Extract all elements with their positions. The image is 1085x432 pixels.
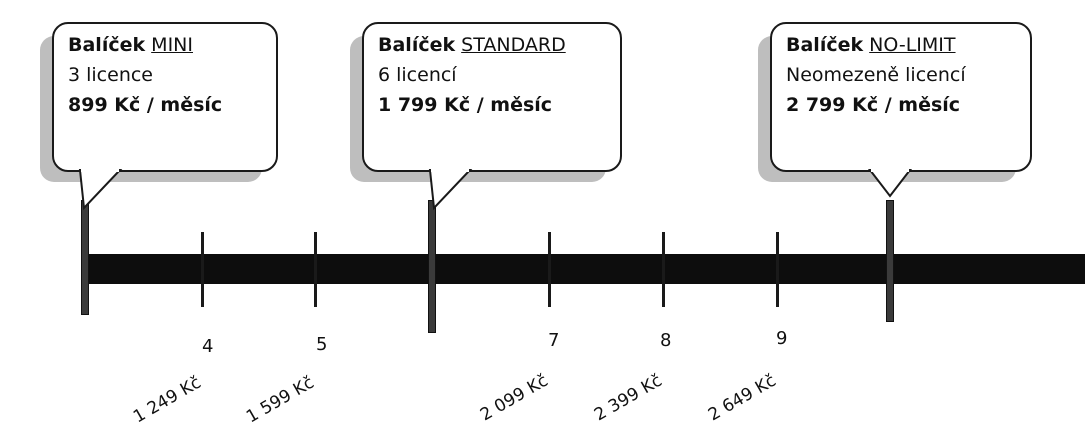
tick-5 [314,232,317,307]
bubble-tail-mini [78,168,123,211]
tick-price-9: 2 649 Kč [705,370,780,426]
package-licenses-no-limit: Neomezeně licencí [786,64,966,86]
tick-count-8: 8 [660,330,672,351]
tick-count-4: 4 [202,336,214,357]
package-title-mini: Balíček MINI [68,30,264,60]
tick-price-4: 1 249 Kč [130,372,205,428]
package-prefix: Balíček [68,34,146,56]
package-licenses-standard: 6 licencí [378,64,457,86]
tick-count-5: 5 [316,334,328,355]
tick-7 [548,232,551,307]
timeline-axis [85,254,1085,284]
pillar-standard [428,200,436,333]
package-title-standard: Balíček STANDARD [378,30,608,60]
package-name-standard: STANDARD [461,34,566,56]
package-bubble-standard: Balíček STANDARD 6 licencí 1 799 Kč / mě… [362,22,622,172]
tick-price-7: 2 099 Kč [477,370,552,426]
package-bubble-mini: Balíček MINI 3 licence 899 Kč / měsíc [52,22,278,172]
package-bubble-no-limit: Balíček NO-LIMIT Neomezeně licencí 2 799… [770,22,1032,172]
package-prefix: Balíček [786,34,864,56]
package-licenses-mini: 3 licence [68,64,153,86]
package-price-no-limit: 2 799 Kč / měsíc [786,94,961,116]
tick-price-5: 1 599 Kč [243,372,318,428]
tick-8 [662,232,665,307]
package-name-no-limit: NO-LIMIT [869,34,956,56]
bubble-tail-no-limit [867,168,913,198]
tick-count-7: 7 [548,330,560,351]
tick-4 [201,232,204,307]
tick-price-8: 2 399 Kč [591,370,666,426]
package-price-standard: 1 799 Kč / měsíc [378,94,553,116]
bubble-tail-standard [428,168,473,211]
tick-count-9: 9 [776,328,788,349]
package-price-mini: 899 Kč / měsíc [68,94,223,116]
tick-9 [776,232,779,307]
package-prefix: Balíček [378,34,456,56]
package-title-no-limit: Balíček NO-LIMIT [786,30,1018,60]
pillar-no-limit [886,200,894,322]
package-name-mini: MINI [151,34,193,56]
